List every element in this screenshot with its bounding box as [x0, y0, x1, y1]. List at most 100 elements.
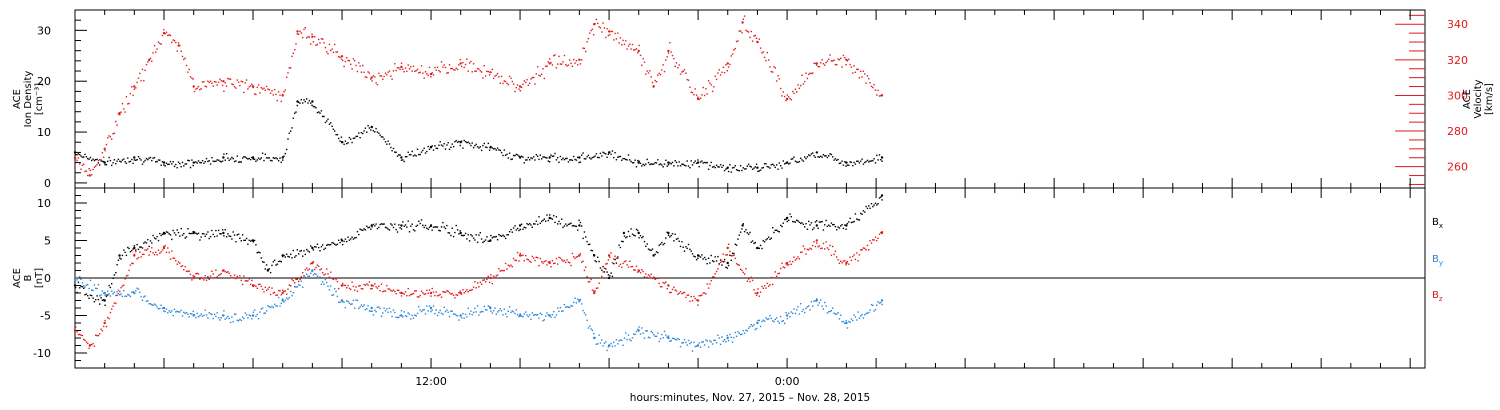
data-point	[499, 149, 501, 152]
data-point	[734, 257, 736, 260]
data-point	[340, 58, 343, 60]
data-point	[244, 280, 246, 282]
data-point	[133, 245, 136, 247]
data-point	[212, 273, 214, 275]
data-point	[172, 257, 174, 259]
data-point	[219, 233, 221, 235]
data-point	[458, 140, 460, 143]
data-point	[514, 312, 516, 315]
data-point	[120, 258, 122, 260]
data-point	[718, 69, 720, 71]
data-point	[216, 235, 218, 237]
data-point	[323, 274, 325, 276]
data-point	[870, 203, 873, 205]
data-point	[169, 311, 172, 313]
data-point	[273, 157, 276, 160]
data-point	[621, 159, 623, 161]
data-point	[474, 239, 476, 241]
data-point	[406, 70, 408, 72]
data-point	[731, 341, 734, 343]
data-point	[302, 286, 304, 288]
data-point	[299, 284, 301, 286]
data-point	[406, 226, 408, 228]
data-point	[506, 153, 508, 155]
series-Bx	[73, 194, 884, 306]
data-point	[526, 314, 528, 316]
data-point	[468, 62, 471, 64]
data-point	[157, 239, 160, 242]
data-point	[840, 225, 842, 227]
data-point	[617, 156, 619, 158]
data-point	[311, 35, 314, 38]
data-point	[627, 154, 630, 156]
series-By	[73, 269, 884, 352]
data-point	[788, 96, 790, 98]
data-point	[774, 318, 776, 320]
data-point	[372, 130, 375, 132]
data-point	[292, 52, 294, 54]
data-point	[334, 288, 336, 290]
data-point	[518, 260, 520, 262]
data-point	[255, 160, 257, 162]
data-point	[681, 241, 683, 243]
data-point	[300, 32, 302, 34]
data-point	[411, 70, 413, 72]
data-point	[765, 287, 767, 289]
data-point	[179, 311, 181, 313]
data-point	[670, 51, 672, 53]
data-point	[763, 163, 766, 165]
data-point	[391, 315, 393, 318]
data-point	[288, 132, 290, 134]
data-point	[639, 272, 642, 274]
data-point	[304, 276, 306, 278]
data-point	[789, 162, 791, 164]
data-point	[868, 78, 870, 80]
data-point	[129, 251, 132, 253]
data-point	[820, 247, 822, 250]
data-point	[327, 118, 329, 120]
data-point	[332, 128, 335, 130]
data-point	[376, 287, 379, 289]
data-point	[864, 73, 866, 75]
data-point	[391, 78, 393, 80]
data-point	[249, 85, 252, 87]
data-point	[435, 309, 437, 311]
data-point	[155, 251, 157, 253]
data-point	[462, 234, 464, 237]
data-point	[872, 159, 874, 162]
data-point	[117, 158, 120, 160]
data-point	[192, 310, 194, 313]
data-point	[376, 131, 379, 133]
data-point	[751, 168, 754, 170]
data-point	[833, 223, 835, 226]
data-point	[841, 321, 843, 323]
data-point	[852, 165, 854, 167]
data-point	[108, 135, 110, 137]
data-point	[436, 66, 439, 68]
data-point	[663, 330, 666, 333]
data-point	[189, 166, 192, 169]
data-point	[619, 339, 622, 341]
data-point	[406, 295, 408, 297]
data-point	[229, 321, 232, 324]
data-point	[841, 66, 843, 68]
data-point	[222, 314, 225, 317]
data-point	[366, 131, 368, 133]
data-point	[169, 234, 172, 236]
data-point	[478, 286, 480, 288]
data-point	[574, 225, 576, 227]
data-point	[781, 262, 783, 265]
data-point	[275, 157, 277, 159]
data-point	[482, 77, 484, 79]
data-point	[429, 224, 433, 227]
data-point	[525, 227, 527, 229]
data-point	[264, 89, 266, 91]
data-point	[845, 264, 847, 266]
data-point	[506, 268, 508, 270]
data-point	[601, 269, 603, 271]
data-point	[396, 231, 399, 233]
data-point	[542, 262, 544, 264]
data-point	[699, 256, 702, 258]
data-point	[103, 321, 106, 325]
data-point	[143, 253, 145, 255]
